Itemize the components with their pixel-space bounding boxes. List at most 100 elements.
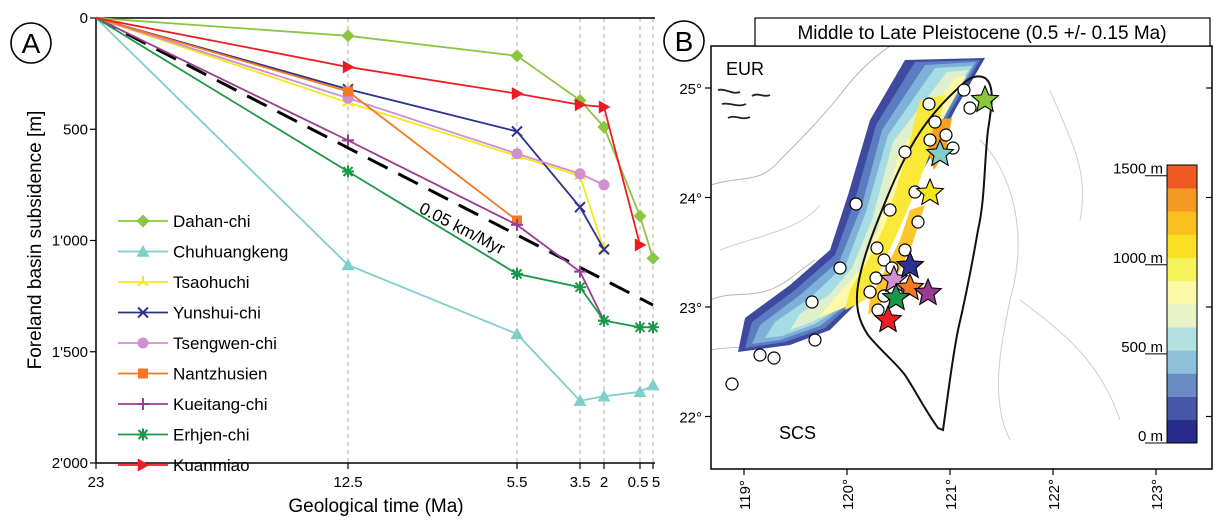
axis-ticks: 23 12.5 5.5 3.5 2 0.5 5 0 500 1'000 1'500 2'000 <box>52 10 660 491</box>
colorbar-label: 0 m <box>1138 428 1163 445</box>
data-point <box>598 179 610 191</box>
colorbar-swatch <box>1167 327 1197 351</box>
lat-tick-label: 24° <box>679 191 702 208</box>
x-tick-label: 12.5 <box>333 474 362 491</box>
colorbar-label: 1500 m <box>1113 161 1163 178</box>
eurasia-coast-islands <box>717 88 771 120</box>
site-marker <box>725 377 739 391</box>
site-marker <box>898 243 912 257</box>
site-marker <box>939 128 953 142</box>
colorbar-swatch <box>1167 280 1197 305</box>
y-tick-label: 1'000 <box>52 233 88 250</box>
data-point <box>341 258 355 271</box>
data-point <box>511 267 523 280</box>
data-point <box>646 378 660 391</box>
section-star <box>873 304 903 333</box>
panel-b-label: B <box>675 26 694 57</box>
data-point <box>137 306 149 319</box>
site-marker <box>928 115 942 129</box>
series-tsengwen-chi <box>95 17 610 191</box>
map-graticule-ticks: 25° 24° 23° 22° 119° 120° 121° 122° 123° <box>679 81 1212 510</box>
site-marker <box>922 97 936 111</box>
data-point <box>137 398 149 410</box>
x-tick-label: 0.5 <box>628 474 649 491</box>
title-box <box>754 17 1211 47</box>
taiwan-outline <box>855 75 993 432</box>
section-star <box>913 277 943 306</box>
data-point <box>342 165 354 178</box>
colorbar-frame <box>1166 164 1198 444</box>
data-point <box>137 458 150 472</box>
data-point <box>511 148 523 160</box>
legend-label: Nantzhusien <box>173 365 268 384</box>
map-background <box>711 46 1212 469</box>
lon-tick-label: 123° <box>1149 479 1166 510</box>
legend-label: Yunshui-chi <box>173 304 261 323</box>
data-point <box>633 385 647 397</box>
map-title: Middle to Late Pleistocene (0.5 +/- 0.15… <box>797 23 1166 44</box>
legend-item: Dahan-chi <box>118 212 251 231</box>
data-point <box>342 60 355 74</box>
colorbar: 1500 m 1000 m 500 m 0 m <box>1113 161 1198 445</box>
data-point <box>136 245 150 257</box>
site-marker <box>808 333 822 347</box>
data-point <box>574 201 586 213</box>
series-erhjen-chi <box>95 17 659 334</box>
data-point <box>137 337 149 349</box>
data-point <box>634 321 646 334</box>
data-point <box>574 98 587 112</box>
data-point <box>136 276 150 287</box>
panel-b: B <box>663 17 1213 510</box>
legend-item: Tsaohuchi <box>118 273 250 292</box>
colorbar-label: 500 m <box>1121 339 1163 356</box>
section-star <box>925 138 955 167</box>
data-point <box>511 125 523 138</box>
data-point <box>597 389 611 402</box>
section-star <box>895 250 925 279</box>
colorbar-swatch <box>1167 419 1197 444</box>
site-marker <box>767 351 781 365</box>
site-marker <box>923 133 937 147</box>
data-point <box>598 314 610 327</box>
data-point <box>634 238 647 252</box>
lon-tick-label: 122° <box>1046 479 1063 510</box>
y-tick-label: 0 <box>80 10 88 27</box>
series-chuhuangkeng <box>95 17 660 406</box>
series-kuanmiao <box>95 17 647 252</box>
x-tick-label: 3.5 <box>570 474 591 491</box>
data-point <box>647 321 659 334</box>
site-marker <box>870 241 884 255</box>
site-marker <box>869 271 883 285</box>
colorbar-swatch <box>1167 373 1197 397</box>
site-marker <box>883 203 897 217</box>
colorbar-swatch <box>1167 350 1197 374</box>
legend-item: Erhjen-chi <box>118 426 250 445</box>
site-marker <box>863 285 877 299</box>
legend-label: Erhjen-chi <box>173 426 250 445</box>
site-marker <box>805 295 819 309</box>
legend-item: Nantzhusien <box>118 365 268 384</box>
legend-label: Tsaohuchi <box>173 273 250 292</box>
legend-item: Tsengwen-chi <box>118 334 277 353</box>
data-point <box>138 368 148 379</box>
lon-tick-label: 119° <box>737 480 754 510</box>
reference-line-path <box>95 16 654 307</box>
panel-a-label-circle <box>10 22 52 64</box>
legend-item: Yunshui-chi <box>118 304 261 323</box>
series-line <box>95 17 641 246</box>
lat-tick-label: 23° <box>679 300 702 317</box>
data-point <box>343 86 353 97</box>
data-point <box>598 243 610 256</box>
lat-tick-label: 22° <box>679 410 702 427</box>
legend-label: Tsengwen-chi <box>173 334 277 353</box>
site-marker <box>963 101 977 115</box>
data-point <box>574 265 586 278</box>
section-star <box>915 177 945 206</box>
colorbar-swatch <box>1167 396 1197 421</box>
data-point <box>597 120 611 134</box>
contour-band-7 <box>845 95 945 310</box>
legend-label: Kuanmiao <box>173 456 250 475</box>
legend-label: Kueitang-chi <box>173 395 268 414</box>
lon-tick-label: 120° <box>840 479 857 510</box>
